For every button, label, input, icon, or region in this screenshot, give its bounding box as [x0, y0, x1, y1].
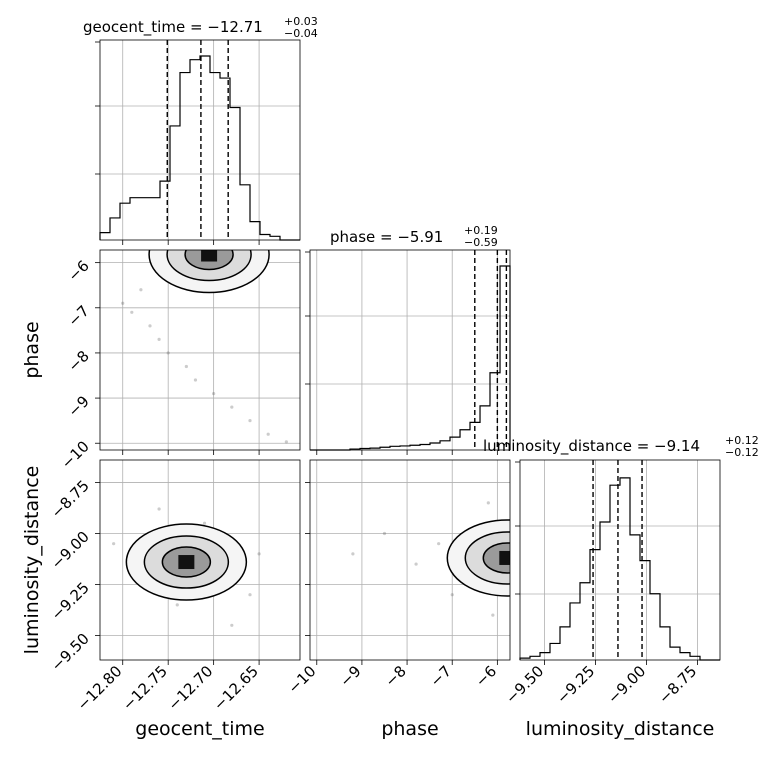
title-geocent-time-main: geocent_time = −12.71 — [83, 18, 263, 37]
scatter-phase-luminosity-distance-contour-0 — [446, 519, 510, 597]
scatter-phase-luminosity-distance-sample-7 — [382, 531, 387, 536]
scatter-geocent-time-phase-sample-9 — [148, 324, 152, 328]
scatter-geocent-time-phase-sample-8 — [130, 310, 134, 314]
scatter-geocent-time-phase-sample-14 — [212, 391, 216, 396]
scatter-geocent-time-phase-sample-10 — [157, 337, 161, 341]
scatter-phase-luminosity-distance-sample-6 — [414, 562, 418, 566]
hist-luminosity-distance-frame — [519, 459, 721, 661]
title-luminosity-distance-minus: −0.12 — [725, 446, 759, 459]
scatter-geocent-time-phase-peak — [201, 250, 218, 262]
scatter-geocent-time-luminosity-distance-sample-9 — [175, 603, 179, 607]
hist-luminosity-distance-step — [519, 477, 720, 661]
title-phase-main: phase = −5.91 — [330, 228, 443, 246]
hist-luminosity-distance-xticklabel-1: −9.25 — [553, 662, 598, 707]
scatter-phase-luminosity-distance-sample-8 — [351, 552, 355, 556]
scatter-phase-luminosity-distance-contour-2 — [482, 542, 510, 574]
hist-phase-step — [310, 265, 511, 451]
scatter-geocent-time-luminosity-distance-peak — [178, 555, 195, 570]
scatter-geocent-time-phase-yticklabel-0: −10 — [58, 437, 93, 472]
title-geocent-time: geocent_time = −12.71 — [83, 18, 263, 37]
scatter-phase-luminosity-distance-sample-11 — [450, 593, 454, 597]
scatter-geocent-time-phase-sample-13 — [193, 378, 198, 382]
xlabel-geocent-time: geocent_time — [135, 718, 264, 740]
title-phase: phase = −5.91 — [330, 228, 443, 246]
scatter-geocent-time-luminosity-distance-yticklabel-3: −8.75 — [48, 477, 93, 522]
scatter-geocent-time-luminosity-distance-xticklabel-3: −12.65 — [210, 662, 262, 714]
scatter-phase-luminosity-distance-sample-5 — [437, 542, 441, 546]
xlabel-luminosity-distance: luminosity_distance — [526, 718, 715, 740]
scatter-geocent-time-phase-sample-6 — [139, 288, 143, 292]
scatter-phase-luminosity-distance-frame — [309, 459, 511, 661]
scatter-geocent-time-luminosity-distance-sample-4 — [157, 507, 161, 511]
title-luminosity-distance-main: luminosity_distance = −9.14 — [483, 437, 700, 456]
scatter-phase-luminosity-distance-sample-9 — [486, 501, 490, 505]
scatter-geocent-time-luminosity-distance-sample-10 — [202, 521, 207, 525]
corner-panels: −10 −9 −8 −7 −6 −12.80−12.75−12.70−12.65 −9.50… — [48, 39, 721, 714]
title-luminosity-distance: luminosity_distance = −9.14 — [483, 437, 700, 456]
ylabel-luminosity-distance: luminosity_distance — [21, 466, 43, 655]
scatter-geocent-time-phase-contour-2 — [184, 250, 234, 271]
scatter-geocent-time-phase-contour-0 — [148, 250, 270, 294]
scatter-geocent-time-phase-yticklabel-1: −9 — [64, 392, 92, 420]
scatter-geocent-time-luminosity-distance-yticklabel-2: −9.00 — [48, 528, 93, 573]
scatter-geocent-time-luminosity-distance-xticklabel-1: −12.75 — [119, 662, 171, 714]
hist-luminosity-distance-xticklabel-0: −9.50 — [502, 662, 547, 707]
title-phase-minus: −0.59 — [464, 236, 498, 249]
scatter-geocent-time-luminosity-distance-xticklabel-0: −12.80 — [74, 662, 126, 714]
scatter-geocent-time-luminosity-distance-sample-5 — [112, 542, 116, 546]
scatter-geocent-time-phase-sample-12 — [184, 364, 188, 369]
hist-luminosity-distance-xticklabel-2: −9.00 — [604, 662, 649, 707]
scatter-geocent-time-luminosity-distance-contour-1 — [143, 535, 230, 589]
scatter-geocent-time-luminosity-distance-contour-2 — [161, 546, 212, 578]
scatter-phase-luminosity-distance-xticklabel-0: −10 — [284, 662, 319, 697]
scatter-geocent-time-phase-sample-17 — [266, 432, 270, 436]
scatter-phase-luminosity-distance-xticklabel-4: −6 — [472, 662, 500, 690]
scatter-geocent-time-luminosity-distance-sample-8 — [230, 623, 234, 627]
scatter-phase-luminosity-distance-density-2 — [483, 542, 510, 573]
scatter-geocent-time-luminosity-distance-yticklabel-0: −9.50 — [48, 630, 93, 675]
scatter-phase-luminosity-distance-sample-10 — [491, 613, 495, 617]
hist-geocent-time-frame — [99, 39, 301, 241]
scatter-geocent-time-phase-contour-1 — [166, 250, 252, 282]
title-phase-plus: +0.19 — [464, 224, 498, 237]
scatter-geocent-time-phase-sample-7 — [121, 301, 125, 305]
scatter-geocent-time-phase-sample-18 — [284, 440, 288, 444]
scatter-geocent-time-luminosity-distance-frame — [99, 459, 301, 661]
scatter-geocent-time-luminosity-distance-contour-0 — [125, 523, 248, 601]
hist-geocent-time-step — [99, 55, 300, 241]
ylabel-phase: phase — [21, 321, 43, 378]
scatter-geocent-time-phase-frame — [99, 249, 301, 451]
title-geocent-time-plus: +0.03 — [284, 15, 318, 28]
title-luminosity-distance-plus: +0.12 — [725, 434, 759, 447]
xlabel-phase: phase — [381, 718, 438, 740]
scatter-geocent-time-phase-yticklabel-2: −8 — [64, 347, 92, 375]
scatter-phase-luminosity-distance-peak — [499, 550, 510, 565]
scatter-phase-luminosity-distance-contour-1 — [464, 531, 510, 585]
scatter-geocent-time-phase-yticklabel-4: −6 — [64, 257, 92, 285]
scatter-geocent-time-luminosity-distance-xticklabel-2: −12.70 — [164, 662, 216, 714]
scatter-geocent-time-phase-yticklabel-3: −7 — [64, 302, 92, 330]
scatter-geocent-time-luminosity-distance-yticklabel-1: −9.25 — [48, 579, 93, 624]
hist-luminosity-distance-xticklabel-3: −8.75 — [655, 662, 700, 707]
scatter-phase-luminosity-distance-xticklabel-2: −8 — [382, 662, 410, 690]
scatter-geocent-time-luminosity-distance-sample-7 — [248, 593, 252, 597]
scatter-geocent-time-phase-sample-16 — [248, 419, 252, 423]
scatter-geocent-time-phase-sample-15 — [230, 405, 234, 409]
title-geocent-time-minus: −0.04 — [284, 27, 318, 40]
scatter-geocent-time-luminosity-distance-sample-11 — [257, 552, 261, 556]
scatter-geocent-time-phase-sample-11 — [166, 351, 170, 355]
scatter-phase-luminosity-distance-xticklabel-3: −7 — [427, 662, 455, 690]
hist-phase-frame — [309, 249, 511, 451]
scatter-phase-luminosity-distance-xticklabel-1: −9 — [336, 662, 364, 690]
